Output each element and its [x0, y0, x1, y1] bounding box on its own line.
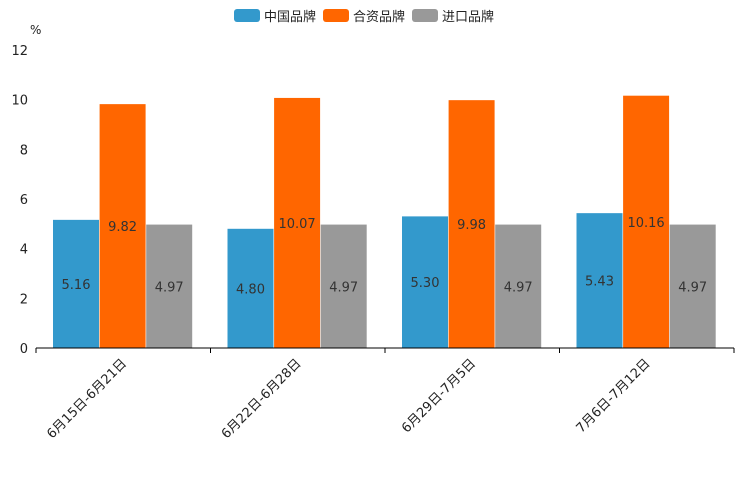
legend-label: 进口品牌	[442, 9, 494, 25]
bar	[146, 224, 193, 348]
legend-swatch	[234, 9, 260, 22]
bar-value-label: 9.98	[457, 218, 486, 233]
y-tick-label: 4	[20, 243, 28, 258]
x-category-label: 6月29日-7月5日	[399, 356, 479, 436]
bar	[495, 224, 542, 348]
x-axis: 6月15日-6月21日 6月22日-6月28日 6月29日-7月5日 7月6日-7月1…	[35, 347, 735, 442]
bar-value-label: 5.43	[585, 275, 614, 290]
y-tick-label: 10	[11, 94, 28, 109]
bar-value-label: 9.82	[108, 220, 137, 235]
bar	[448, 100, 495, 348]
y-axis-unit: %	[30, 23, 41, 37]
x-category-label: 6月22日-6月28日	[219, 356, 305, 442]
legend: 中国品牌 合资品牌 进口品牌	[234, 9, 494, 25]
bar	[320, 224, 367, 348]
y-tick-label: 6	[20, 193, 28, 208]
y-tick-label: 0	[20, 342, 28, 357]
bar	[53, 219, 99, 348]
bar-value-label: 4.80	[236, 282, 265, 297]
x-category-label: 7月6日-7月12日	[574, 356, 654, 436]
y-tick-label: 2	[20, 292, 28, 307]
y-axis-ticks: 0 2 4 6 8 10 12	[11, 44, 28, 357]
bar	[669, 224, 716, 348]
bar	[99, 104, 146, 349]
bar-value-label: 4.97	[504, 280, 533, 295]
bar-value-label: 5.30	[411, 276, 440, 291]
y-tick-label: 8	[20, 143, 28, 158]
legend-label: 中国品牌	[264, 9, 316, 25]
bar	[623, 95, 670, 349]
bar-value-label: 10.16	[627, 216, 664, 231]
bar-value-label: 4.97	[678, 280, 707, 295]
bar	[402, 216, 448, 348]
bar-value-label: 10.07	[278, 217, 315, 232]
legend-label: 合资品牌	[353, 9, 405, 25]
bar-value-label: 4.97	[155, 280, 184, 295]
bars: 5.16 9.82 4.97 4.80 10.07 4.97 5.30 9.98 4.97 5.4…	[53, 95, 716, 349]
bar-value-label: 4.97	[329, 280, 358, 295]
x-category-label: 6月15日-6月21日	[44, 356, 130, 442]
legend-swatch	[412, 9, 438, 22]
legend-swatch	[323, 9, 349, 22]
y-tick-label: 12	[11, 44, 28, 59]
bar	[227, 228, 274, 348]
bar	[576, 213, 623, 348]
bar	[274, 97, 321, 348]
bar-value-label: 5.16	[62, 278, 91, 293]
